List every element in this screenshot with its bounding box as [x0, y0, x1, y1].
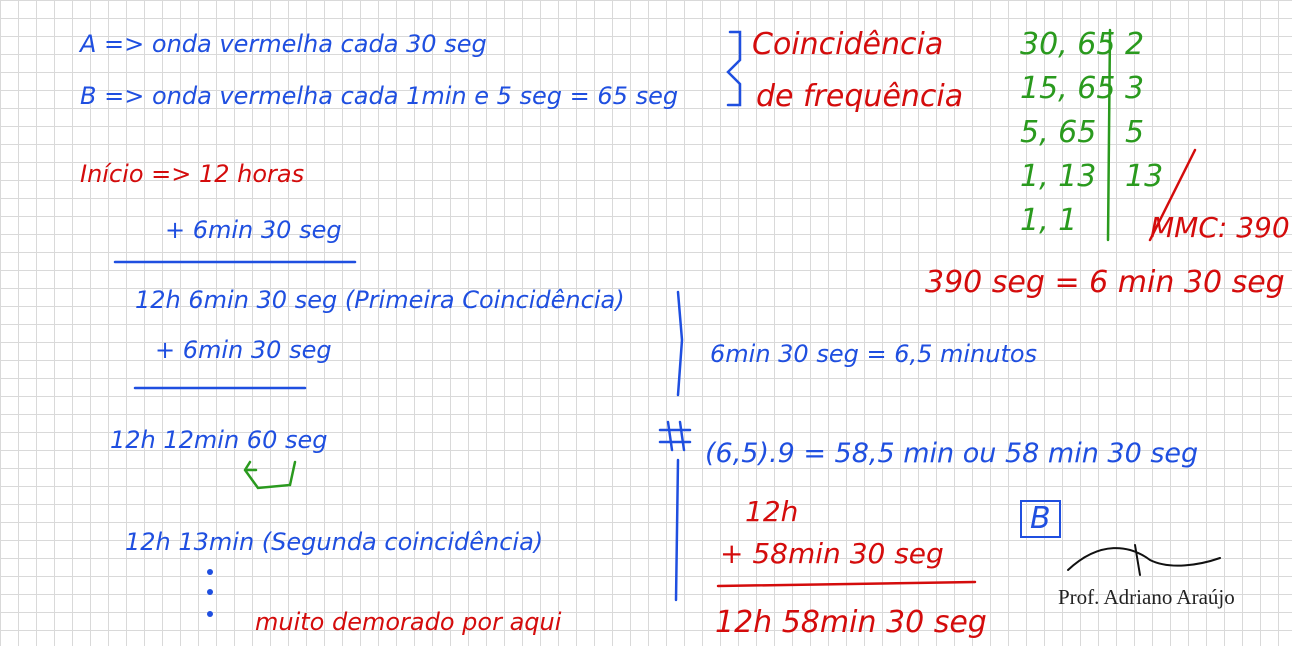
- text-line: 390 seg = 6 min 30 seg: [925, 265, 1285, 300]
- mmc-values: 15, 65: [1020, 71, 1116, 106]
- marker: [658, 420, 692, 452]
- mmc-divisor: 13: [1125, 159, 1164, 194]
- text-line: Coincidência: [752, 27, 944, 62]
- signature: Prof. Adriano Araújo: [1058, 585, 1235, 609]
- dot: [207, 589, 213, 595]
- underline: [716, 580, 977, 588]
- text-line: B => onda vermelha cada 1min e 5 seg = 6…: [80, 82, 679, 110]
- answer: B: [1020, 500, 1061, 538]
- dot: [207, 611, 213, 617]
- text-line: + 58min 30 seg: [720, 537, 944, 570]
- mmc-values: 1, 1: [1020, 203, 1078, 238]
- text-line: (6,5).9 = 58,5 min ou 58 min 30 seg: [705, 438, 1199, 469]
- arrow: [243, 460, 297, 490]
- text-line: 12h 6min 30 seg (Primeira Coincidência): [135, 286, 625, 314]
- text-line: + 6min 30 seg: [165, 216, 342, 244]
- mmc-divider: [1106, 28, 1112, 242]
- dot: [207, 569, 213, 575]
- text-line: de frequência: [756, 79, 964, 114]
- text-line: 12h 13min (Segunda coincidência): [125, 528, 544, 556]
- text-line: 12h 12min 60 seg: [110, 426, 328, 454]
- text-line: Início => 12 horas: [80, 160, 305, 188]
- brace: [674, 458, 680, 602]
- mmc-divisor: 5: [1125, 115, 1145, 150]
- bracket: [726, 30, 742, 107]
- signature-stroke: [1067, 544, 1221, 576]
- mmc-divisor: 2: [1125, 27, 1145, 62]
- text-line: MMC: 390: [1150, 211, 1290, 244]
- mmc-divisor: 3: [1125, 71, 1145, 106]
- mmc-values: 5, 65: [1020, 115, 1097, 150]
- text-line: 12h: [745, 495, 799, 528]
- text-line: 6min 30 seg = 6,5 minutos: [710, 340, 1038, 368]
- text-line: 12h 58min 30 seg: [715, 605, 987, 640]
- mmc-values: 30, 65: [1020, 27, 1116, 62]
- slash: [1148, 148, 1197, 242]
- text-line: A => onda vermelha cada 30 seg: [80, 30, 487, 58]
- brace: [676, 290, 684, 397]
- mmc-values: 1, 13: [1020, 159, 1097, 194]
- text-line: + 6min 30 seg: [155, 336, 332, 364]
- text-line: muito demorado por aqui: [255, 608, 562, 636]
